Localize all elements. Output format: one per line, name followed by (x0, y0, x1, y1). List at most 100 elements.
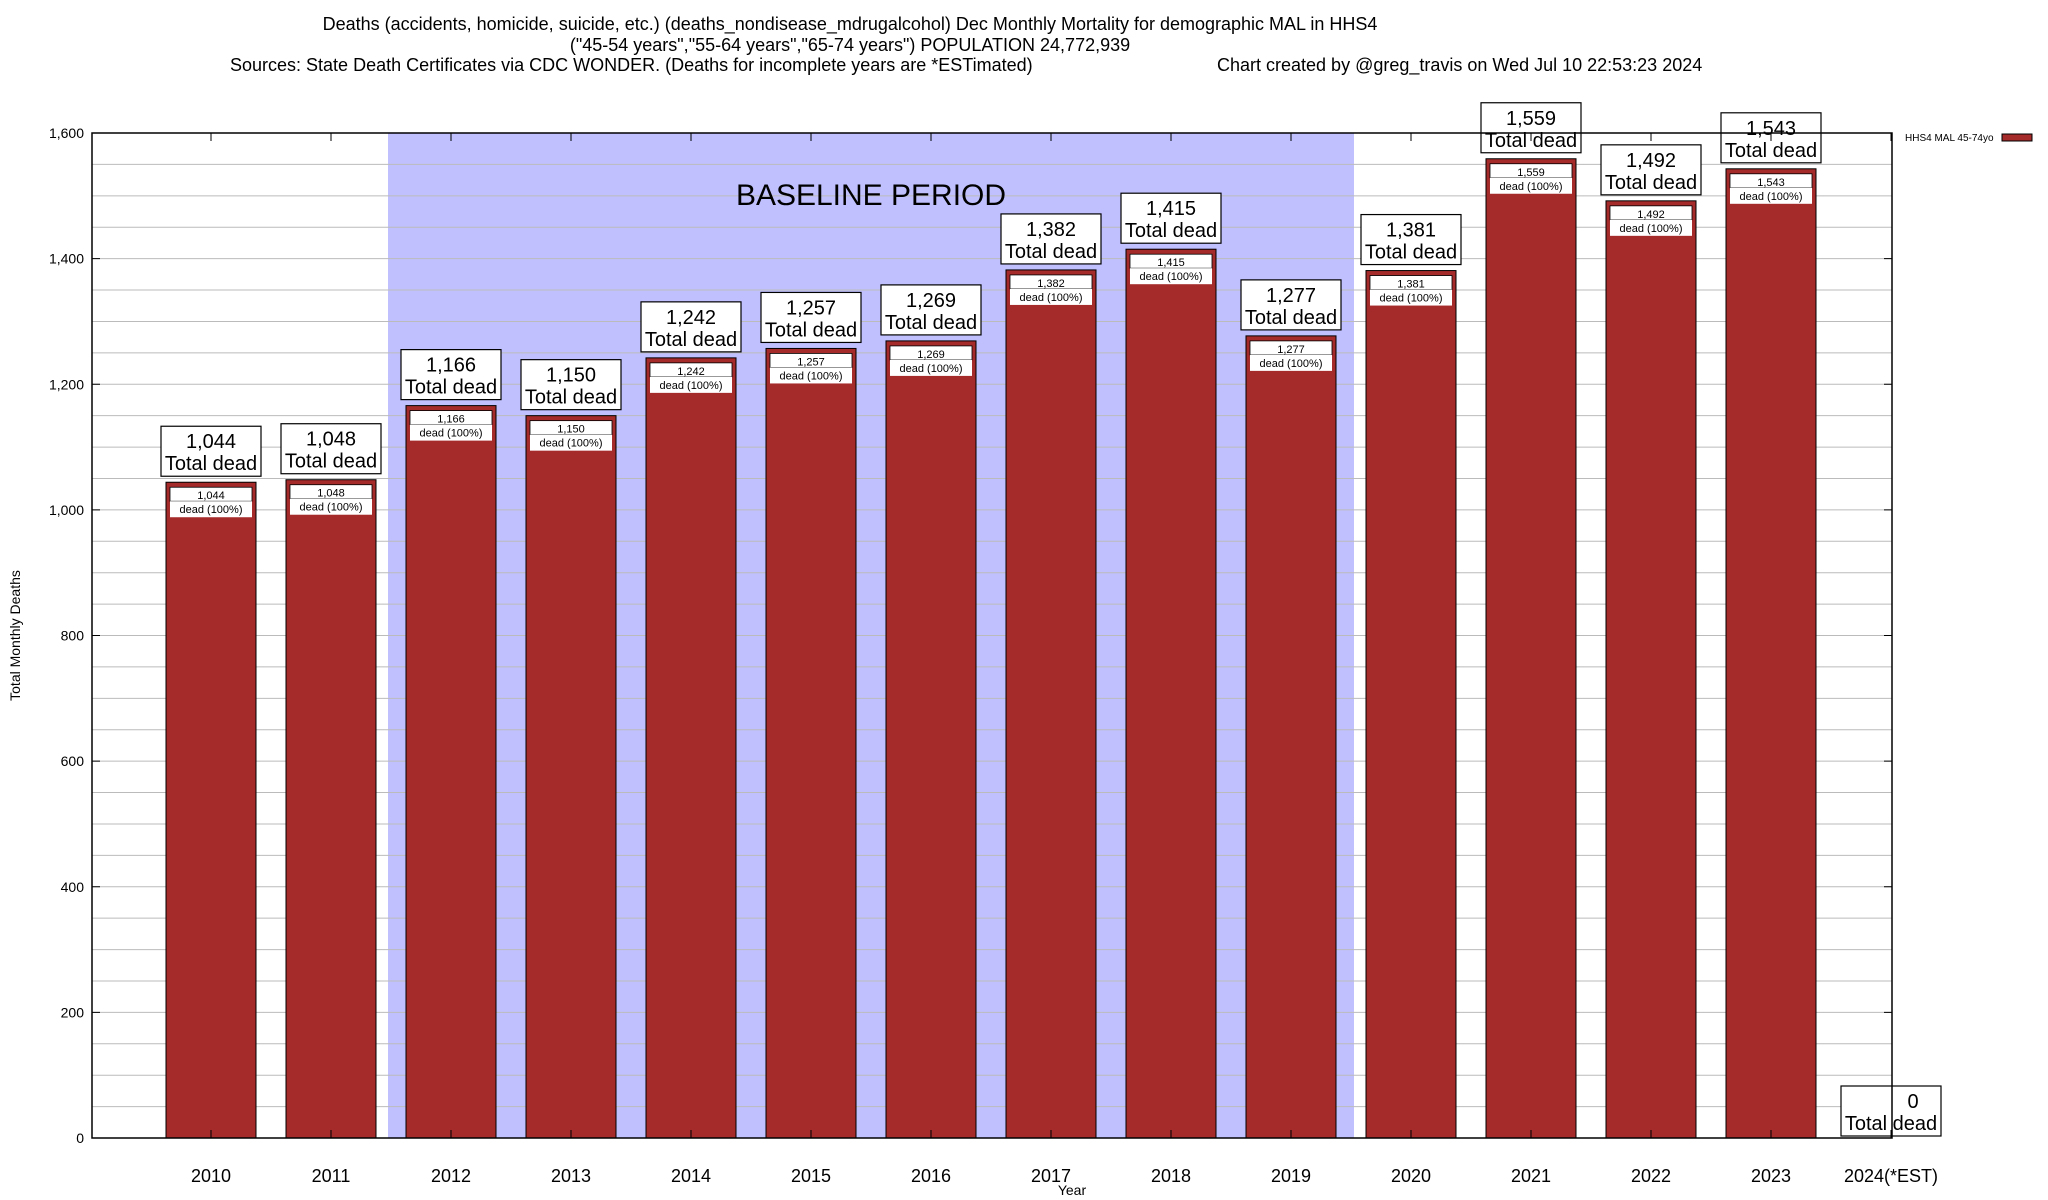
y-tick-label: 1,400 (49, 251, 84, 267)
bar-2014 (645, 357, 737, 1139)
total-value-label: 1,166 (426, 355, 476, 377)
total-value-label: 1,492 (1626, 150, 1676, 172)
plot-border (91, 132, 1893, 1139)
inner-value-label: 1,543 (1757, 177, 1785, 189)
x-tick-label: 2010 (191, 1166, 231, 1186)
bar-2011 (285, 479, 377, 1139)
total-value-label: 1,048 (306, 429, 356, 451)
total-value-label: 1,277 (1266, 285, 1316, 307)
x-tick-label: 2016 (911, 1166, 951, 1186)
total-dead-label: Total dead (1845, 1113, 1937, 1135)
chart-sources: Sources: State Death Certificates via CD… (230, 55, 1033, 75)
inner-label-box (650, 376, 732, 393)
inner-pct-label: dead (100%) (300, 502, 363, 514)
x-tick-label: 2018 (1151, 1166, 1191, 1186)
y-tick-label: 200 (61, 1004, 85, 1020)
inner-value-label: 1,277 (1277, 344, 1305, 356)
bar-2017 (1005, 269, 1097, 1139)
total-label-box (400, 349, 502, 401)
y-tick-label: 1,600 (49, 125, 84, 141)
inner-value-label: 1,382 (1037, 278, 1065, 290)
total-dead-label: Total dead (525, 387, 617, 409)
total-value-label: 1,044 (186, 431, 236, 453)
x-tick-label: 2015 (791, 1166, 831, 1186)
total-value-label: 1,269 (906, 290, 956, 312)
inner-label-box (1010, 288, 1092, 305)
chart-subtitle: ("45-54 years","55-64 years","65-74 year… (569, 35, 1131, 55)
total-label-box (160, 425, 262, 477)
y-tick-label: 600 (61, 753, 85, 769)
inner-value-label: 1,257 (797, 356, 825, 368)
total-value-label: 1,257 (786, 297, 836, 319)
x-tick-label: 2023 (1751, 1166, 1791, 1186)
total-label-box (1840, 1085, 1942, 1137)
inner-pct-label: dead (100%) (1140, 271, 1203, 283)
inner-pct-label: dead (100%) (1620, 223, 1683, 235)
y-tick-label: 1,000 (49, 502, 84, 518)
total-label-box (280, 423, 382, 475)
total-dead-label: Total dead (1605, 172, 1697, 194)
total-dead-label: Total dead (1125, 220, 1217, 242)
inner-pct-label: dead (100%) (1500, 181, 1563, 193)
bar-2016 (885, 340, 977, 1139)
x-tick-label: 2022 (1631, 1166, 1671, 1186)
total-label-box (760, 291, 862, 344)
inner-value-label: 1,492 (1637, 209, 1665, 221)
inner-label-box (170, 501, 252, 518)
inner-label-box (1490, 177, 1572, 194)
inner-value-label: 1,044 (197, 490, 225, 502)
bar-2012 (405, 405, 497, 1139)
total-label-box (520, 359, 622, 411)
inner-label-box (290, 498, 372, 515)
total-value-label: 0 (1907, 1091, 1918, 1113)
inner-value-label: 1,048 (317, 488, 345, 500)
total-value-label: 1,382 (1026, 219, 1076, 241)
bar-2018 (1125, 248, 1217, 1139)
x-tick-label: 2020 (1391, 1166, 1431, 1186)
y-tick-label: 800 (61, 628, 85, 644)
total-value-label: 1,559 (1506, 108, 1556, 130)
total-dead-label: Total dead (645, 329, 737, 351)
bar-2010 (165, 481, 257, 1139)
total-label-box (1000, 213, 1102, 265)
total-value-label: 1,150 (546, 365, 596, 387)
total-label-box (1120, 192, 1222, 244)
chart-credit: Chart created by @greg_travis on Wed Jul… (1217, 55, 1703, 75)
total-dead-label: Total dead (1365, 242, 1457, 264)
inner-value-label: 1,559 (1517, 167, 1545, 179)
total-dead-label: Total dead (885, 312, 977, 334)
inner-label-box (890, 359, 972, 376)
total-value-label: 1,415 (1146, 198, 1196, 220)
inner-label-box (1730, 187, 1812, 204)
inner-label-box (770, 367, 852, 384)
bar-2019 (1245, 335, 1337, 1139)
total-dead-label: Total dead (405, 377, 497, 399)
bar-2020 (1365, 270, 1457, 1139)
total-label-box (1360, 213, 1462, 266)
total-label-box (1240, 279, 1342, 331)
total-dead-label: Total dead (165, 453, 257, 475)
total-label-box (1480, 102, 1582, 154)
total-dead-label: Total dead (1725, 140, 1817, 162)
x-tick-label: 2019 (1271, 1166, 1311, 1186)
bar-2021 (1485, 158, 1577, 1139)
x-tick-label: 2014 (671, 1166, 711, 1186)
bar-2013 (525, 415, 617, 1139)
inner-value-label: 1,269 (917, 349, 945, 361)
inner-pct-label: dead (100%) (1260, 358, 1323, 370)
inner-label-box (1250, 354, 1332, 371)
inner-pct-label: dead (100%) (780, 370, 843, 382)
baseline-period-label: BASELINE PERIOD (736, 179, 1006, 212)
bar-2023 (1725, 168, 1817, 1139)
total-label-box (1600, 144, 1702, 196)
inner-pct-label: dead (100%) (1740, 191, 1803, 203)
x-axis-label: Year (1058, 1182, 1087, 1198)
total-value-label: 1,543 (1746, 118, 1796, 140)
total-dead-label: Total dead (285, 451, 377, 473)
inner-label-box (1610, 219, 1692, 236)
y-axis-label: Total Monthly Deaths (7, 570, 23, 701)
inner-label-box (410, 424, 492, 441)
inner-pct-label: dead (100%) (1020, 292, 1083, 304)
